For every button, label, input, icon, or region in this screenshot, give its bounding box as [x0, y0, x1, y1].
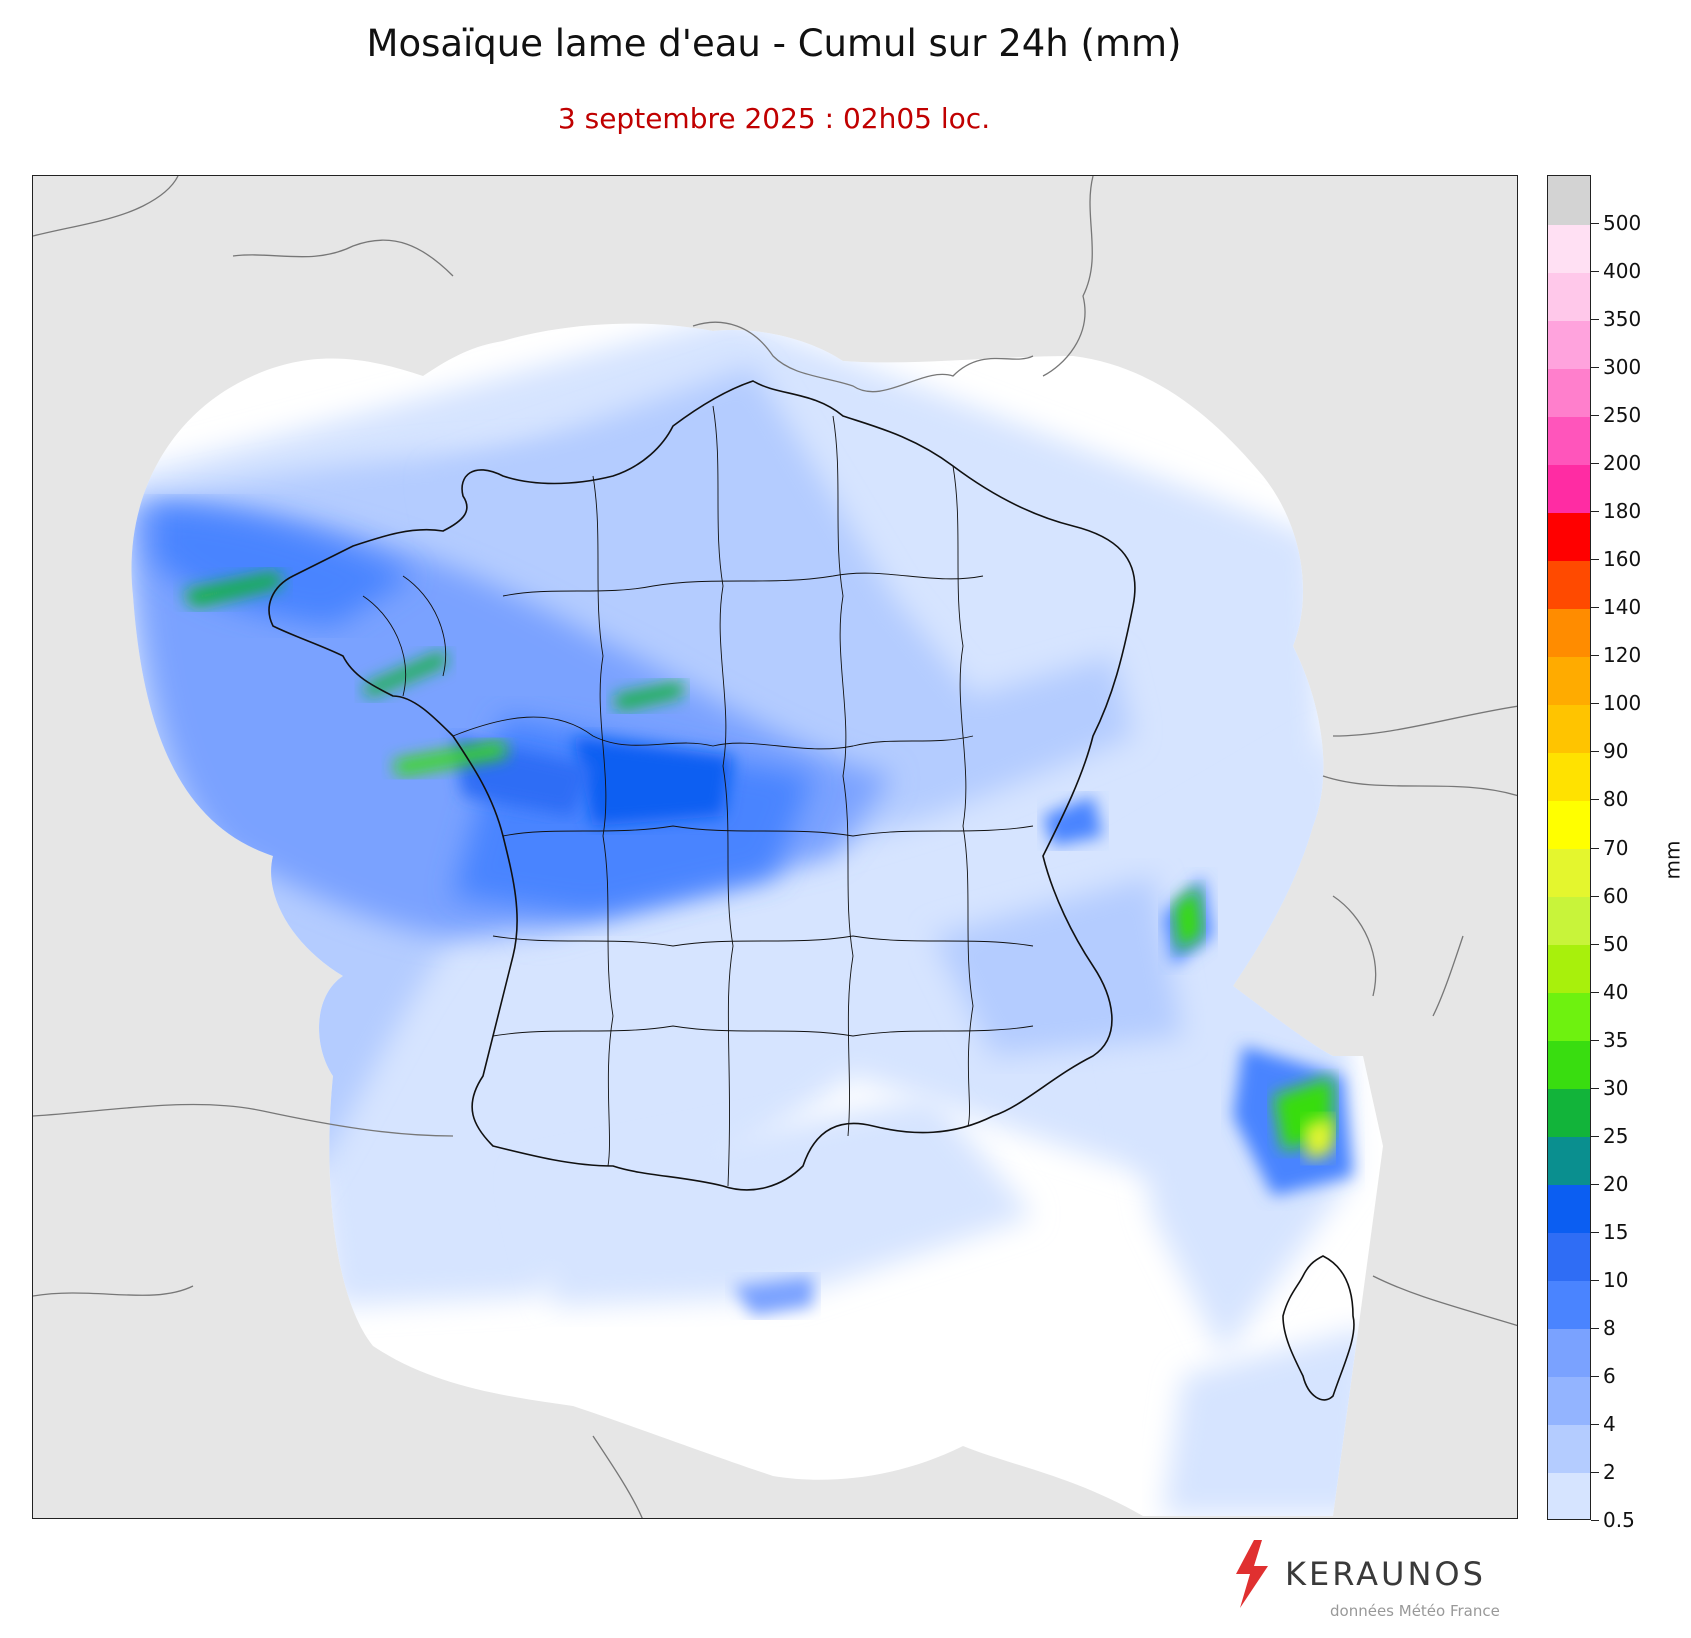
colorbar-tick	[1591, 847, 1599, 849]
colorbar-tick	[1591, 223, 1599, 225]
colorbar-tick-label: 120	[1603, 643, 1642, 668]
colorbar-tick-label: 300	[1603, 355, 1642, 380]
colorbar-tick-label: 70	[1603, 835, 1629, 860]
country-borders	[33, 176, 1517, 1518]
colorbar-tick	[1591, 1039, 1599, 1041]
colorbar-tick	[1591, 1183, 1599, 1185]
colorbar-segment	[1548, 1328, 1590, 1378]
colorbar-tick	[1591, 1231, 1599, 1233]
colorbar-tick	[1591, 1135, 1599, 1137]
colorbar-tick	[1591, 1087, 1599, 1089]
colorbar-tick	[1591, 943, 1599, 945]
colorbar-segment	[1548, 560, 1590, 609]
colorbar-tick-label: 15	[1603, 1219, 1629, 1244]
colorbar-tick	[1591, 703, 1599, 705]
colorbar-tick	[1591, 511, 1599, 513]
colorbar-tick-label: 8	[1603, 1315, 1616, 1340]
colorbar-tick-label: 25	[1603, 1123, 1629, 1148]
colorbar-segment	[1548, 224, 1590, 273]
brand-source: données Météo France	[1330, 1602, 1500, 1620]
colorbar-tick-label: 140	[1603, 595, 1642, 620]
department-borders	[362, 405, 1034, 1187]
colorbar-segment	[1548, 752, 1590, 801]
colorbar-tick-label: 350	[1603, 307, 1642, 332]
colorbar-tick-label: 400	[1603, 259, 1642, 284]
colorbar-tick-label: 100	[1603, 691, 1642, 716]
colorbar-unit: mm	[1660, 840, 1685, 880]
colorbar-segment	[1548, 992, 1590, 1042]
colorbar-tick	[1591, 1375, 1599, 1377]
colorbar-segment	[1548, 272, 1590, 321]
colorbar-tick	[1591, 991, 1599, 993]
precipitation-map[interactable]	[32, 175, 1518, 1519]
colorbar-segment	[1548, 704, 1590, 753]
colorbar-segment	[1548, 176, 1590, 225]
colorbar-segment	[1548, 320, 1590, 369]
colorbar-tick	[1591, 895, 1599, 897]
colorbar-tick	[1591, 463, 1599, 465]
colorbar-tick-label: 160	[1603, 547, 1642, 572]
colorbar-tick	[1591, 1279, 1599, 1281]
colorbar-segment	[1548, 1136, 1590, 1186]
colorbar-tick-label: 250	[1603, 403, 1642, 428]
colorbar-tick-label: 10	[1603, 1267, 1629, 1292]
colorbar-tick-label: 4	[1603, 1411, 1616, 1436]
colorbar-segment	[1548, 848, 1590, 898]
colorbar-segment	[1548, 416, 1590, 465]
colorbar-tick	[1591, 319, 1599, 321]
colorbar-tick	[1591, 655, 1599, 657]
colorbar-tick-label: 500	[1603, 211, 1642, 236]
colorbar-segment	[1548, 800, 1590, 849]
map-title: Mosaïque lame d'eau - Cumul sur 24h (mm)	[366, 22, 1182, 65]
colorbar-tick	[1591, 415, 1599, 417]
colorbar-segment	[1548, 896, 1590, 946]
colorbar-tick	[1591, 799, 1599, 801]
colorbar-segment	[1548, 368, 1590, 417]
colorbar-tick	[1591, 271, 1599, 273]
colorbar-tick-label: 80	[1603, 787, 1629, 812]
colorbar-tick-label: 60	[1603, 883, 1629, 908]
colorbar-tick-label: 35	[1603, 1027, 1629, 1052]
colorbar-segment	[1548, 464, 1590, 513]
colorbar-segment	[1548, 1424, 1590, 1474]
colorbar-tick-label: 20	[1603, 1171, 1629, 1196]
colorbar-segment	[1548, 1376, 1590, 1426]
colorbar-tick	[1591, 1471, 1599, 1473]
keraunos-bolt-icon	[1232, 1540, 1272, 1612]
colorbar-tick-label: 0.5	[1603, 1508, 1635, 1532]
colorbar-tick-label: 180	[1603, 499, 1642, 524]
colorbar-tick-label: 30	[1603, 1075, 1629, 1100]
colorbar-tick	[1591, 1520, 1599, 1521]
colorbar-tick-label: 6	[1603, 1363, 1616, 1388]
colorbar-segment	[1548, 1232, 1590, 1282]
colorbar-tick	[1591, 367, 1599, 369]
colorbar-segment	[1548, 608, 1590, 657]
colorbar-segment	[1548, 944, 1590, 994]
colorbar-segment	[1548, 1472, 1590, 1519]
colorbar-segment	[1548, 1040, 1590, 1090]
colorbar-segment	[1548, 512, 1590, 561]
colorbar-tick	[1591, 559, 1599, 561]
colorbar-tick	[1591, 607, 1599, 609]
brand-name: KERAUNOS	[1285, 1555, 1486, 1593]
colorbar-tick-label: 2	[1603, 1459, 1616, 1484]
colorbar-tick	[1591, 751, 1599, 753]
colorbar-segment	[1548, 656, 1590, 705]
colorbar-segment	[1548, 1280, 1590, 1330]
colorbar-tick	[1591, 1423, 1599, 1425]
colorbar-tick	[1591, 1327, 1599, 1329]
colorbar-segment	[1548, 1184, 1590, 1234]
colorbar-tick-label: 200	[1603, 451, 1642, 476]
france-outline	[268, 380, 1355, 1401]
map-subtitle: 3 septembre 2025 : 02h05 loc.	[557, 102, 991, 135]
colorbar-tick-label: 40	[1603, 979, 1629, 1004]
colorbar-tick-label: 90	[1603, 739, 1629, 764]
colorbar-segment	[1548, 1088, 1590, 1138]
colorbar-tick-label: 50	[1603, 931, 1629, 956]
colorbar	[1547, 175, 1591, 1520]
